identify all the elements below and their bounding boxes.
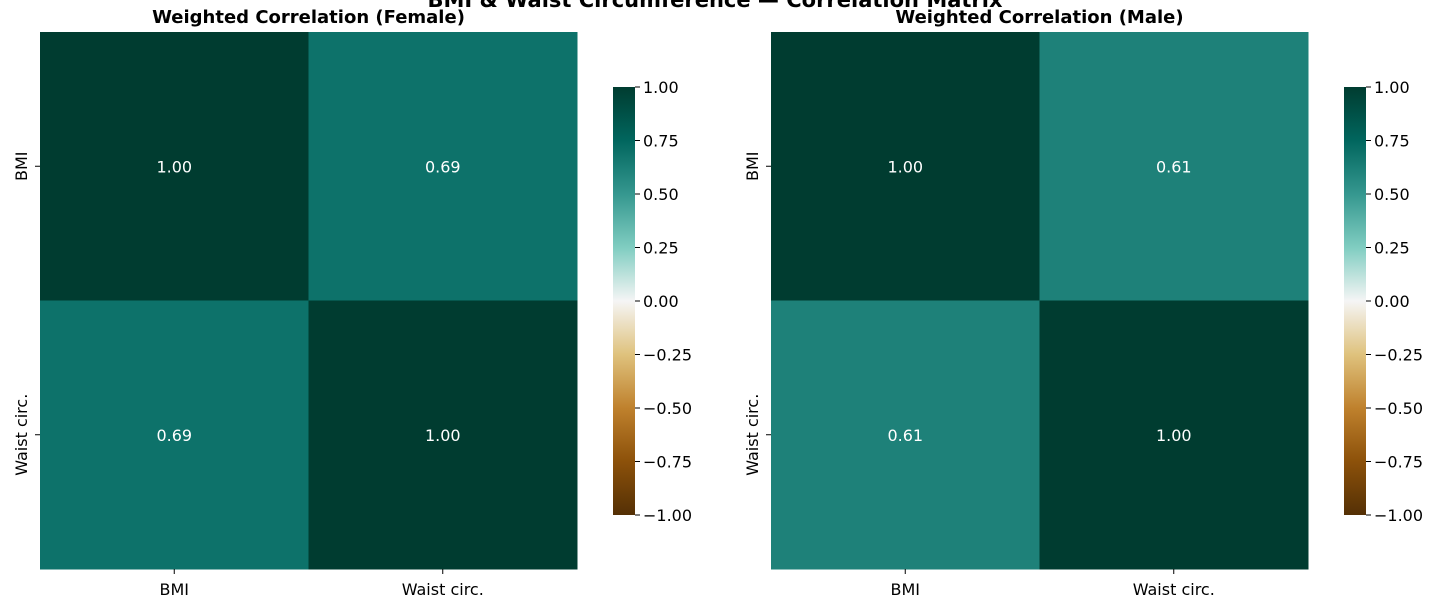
heatmap-panel-male: Weighted Correlation (Male) 1.00 0.61 0.61 1…: [743, 7, 1423, 599]
x-tick-label: BMI: [891, 580, 921, 599]
panel-title: Weighted Correlation (Female): [152, 7, 465, 28]
heatmap-cell-waist-circ-waist-circ: [1039, 300, 1309, 570]
heatmap-cell-bmi-bmi: [771, 32, 1040, 301]
colorbar-tick-label: 1.00: [643, 78, 679, 97]
x-tick-label: BMI: [160, 580, 190, 599]
y-tick-label: Waist circ.: [12, 394, 31, 476]
heatmap-cell-bmi-waist-circ: [308, 32, 578, 301]
colorbar-tick-label: 1.00: [1374, 78, 1410, 97]
cell-annotation: 0.61: [1156, 157, 1192, 176]
heatmap-cell-bmi-bmi: [40, 32, 309, 301]
colorbar: [613, 87, 635, 515]
figure-suptitle: BMI & Waist Circumference — Correlation …: [427, 0, 1003, 12]
heatmap-cell-bmi-waist-circ: [1039, 32, 1309, 301]
heatmap-cell-waist-circ-waist-circ: [308, 300, 578, 570]
colorbar-tick-label: 0.25: [643, 239, 679, 258]
cell-annotation: 0.61: [887, 426, 923, 445]
x-tick-label: Waist circ.: [1133, 580, 1215, 599]
cell-annotation: 0.69: [425, 157, 461, 176]
y-tick-label: BMI: [12, 152, 31, 182]
colorbar-tick-label: 0.00: [1374, 292, 1410, 311]
y-tick-label: Waist circ.: [743, 394, 762, 476]
cell-annotation: 1.00: [1156, 426, 1192, 445]
cell-annotation: 1.00: [887, 157, 923, 176]
x-tick-label: Waist circ.: [402, 580, 484, 599]
cell-annotation: 0.69: [156, 426, 192, 445]
colorbar-tick-label: −0.25: [1374, 346, 1423, 365]
panel-title: Weighted Correlation (Male): [895, 7, 1183, 28]
cell-annotation: 1.00: [425, 426, 461, 445]
colorbar-tick-label: 0.00: [643, 292, 679, 311]
colorbar-tick-label: −1.00: [1374, 506, 1423, 525]
cell-annotation: 1.00: [156, 157, 192, 176]
colorbar-tick-label: 0.50: [643, 185, 679, 204]
colorbar: [1344, 87, 1366, 515]
colorbar-tick-label: −0.50: [1374, 399, 1423, 418]
colorbar-tick-label: −0.75: [643, 453, 692, 472]
colorbar-tick-label: 0.75: [1374, 132, 1410, 151]
colorbar-tick-label: −0.25: [643, 346, 692, 365]
colorbar-tick-label: 0.25: [1374, 239, 1410, 258]
y-tick-label: BMI: [743, 152, 762, 182]
colorbar-tick-label: −0.75: [1374, 453, 1423, 472]
colorbar-tick-label: 0.50: [1374, 185, 1410, 204]
heatmap-panel-female: Weighted Correlation (Female) 1.00 0.69 0.6…: [12, 7, 692, 599]
colorbar-tick-label: −0.50: [643, 399, 692, 418]
heatmap-cell-waist-circ-bmi: [771, 300, 1040, 570]
colorbar-tick-label: 0.75: [643, 132, 679, 151]
colorbar-tick-label: −1.00: [643, 506, 692, 525]
heatmap-cell-waist-circ-bmi: [40, 300, 309, 570]
